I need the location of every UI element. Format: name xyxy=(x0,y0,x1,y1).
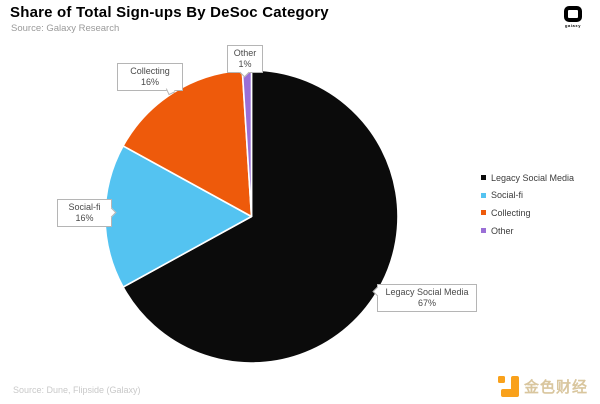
legend-marker-social-fi xyxy=(481,192,486,198)
legend-item-other: Other xyxy=(481,222,574,240)
callout-legacy-value: 67% xyxy=(417,298,436,308)
jinse-logo-wordmark: 金色财经 xyxy=(523,379,588,396)
galaxy-logo-wordmark: galaxy xyxy=(564,23,582,28)
legend-marker-legacy-social-media xyxy=(481,175,486,181)
footer-source: Source: Dune, Flipside (Galaxy) xyxy=(13,385,141,395)
callout-collecting-value: 16% xyxy=(140,77,159,87)
legend-item-collecting: Collecting xyxy=(481,204,574,222)
callout-social-fi-value: 16% xyxy=(75,213,94,223)
legend-label-other: Other xyxy=(491,225,514,236)
chart-subtitle: Source: Galaxy Research xyxy=(11,23,120,34)
callout-social-fi: Social-fi 16% xyxy=(57,199,117,227)
legend-marker-other xyxy=(481,228,486,234)
callout-social-fi-label: Social-fi xyxy=(68,202,101,212)
jinse-watermark: 金色财经 xyxy=(497,376,588,397)
callout-other: Other 1% xyxy=(227,45,263,78)
legend-label-collecting: Collecting xyxy=(491,207,531,218)
callout-other-label: Other xyxy=(233,48,257,58)
callout-legacy-social-media: Legacy Social Media 67% xyxy=(372,284,477,312)
callout-collecting: Collecting 16% xyxy=(117,63,183,96)
legend-marker-collecting xyxy=(481,210,486,216)
galaxy-logo-icon xyxy=(564,6,582,22)
callout-legacy-label: Legacy Social Media xyxy=(385,287,469,297)
legend-item-legacy-social-media: Legacy Social Media xyxy=(481,169,574,187)
legend-label-social-fi: Social-fi xyxy=(491,190,524,201)
callout-other-value: 1% xyxy=(238,59,252,69)
galaxy-logo: galaxy xyxy=(561,6,585,28)
legend: Legacy Social Media Social-fi Collecting… xyxy=(481,169,574,239)
jinse-logo-icon xyxy=(497,376,519,397)
legend-item-social-fi: Social-fi xyxy=(481,187,574,205)
chart-title: Share of Total Sign-ups By DeSoc Categor… xyxy=(10,4,329,21)
callout-collecting-label: Collecting xyxy=(130,66,170,76)
legend-label-legacy-social-media: Legacy Social Media xyxy=(491,172,575,183)
